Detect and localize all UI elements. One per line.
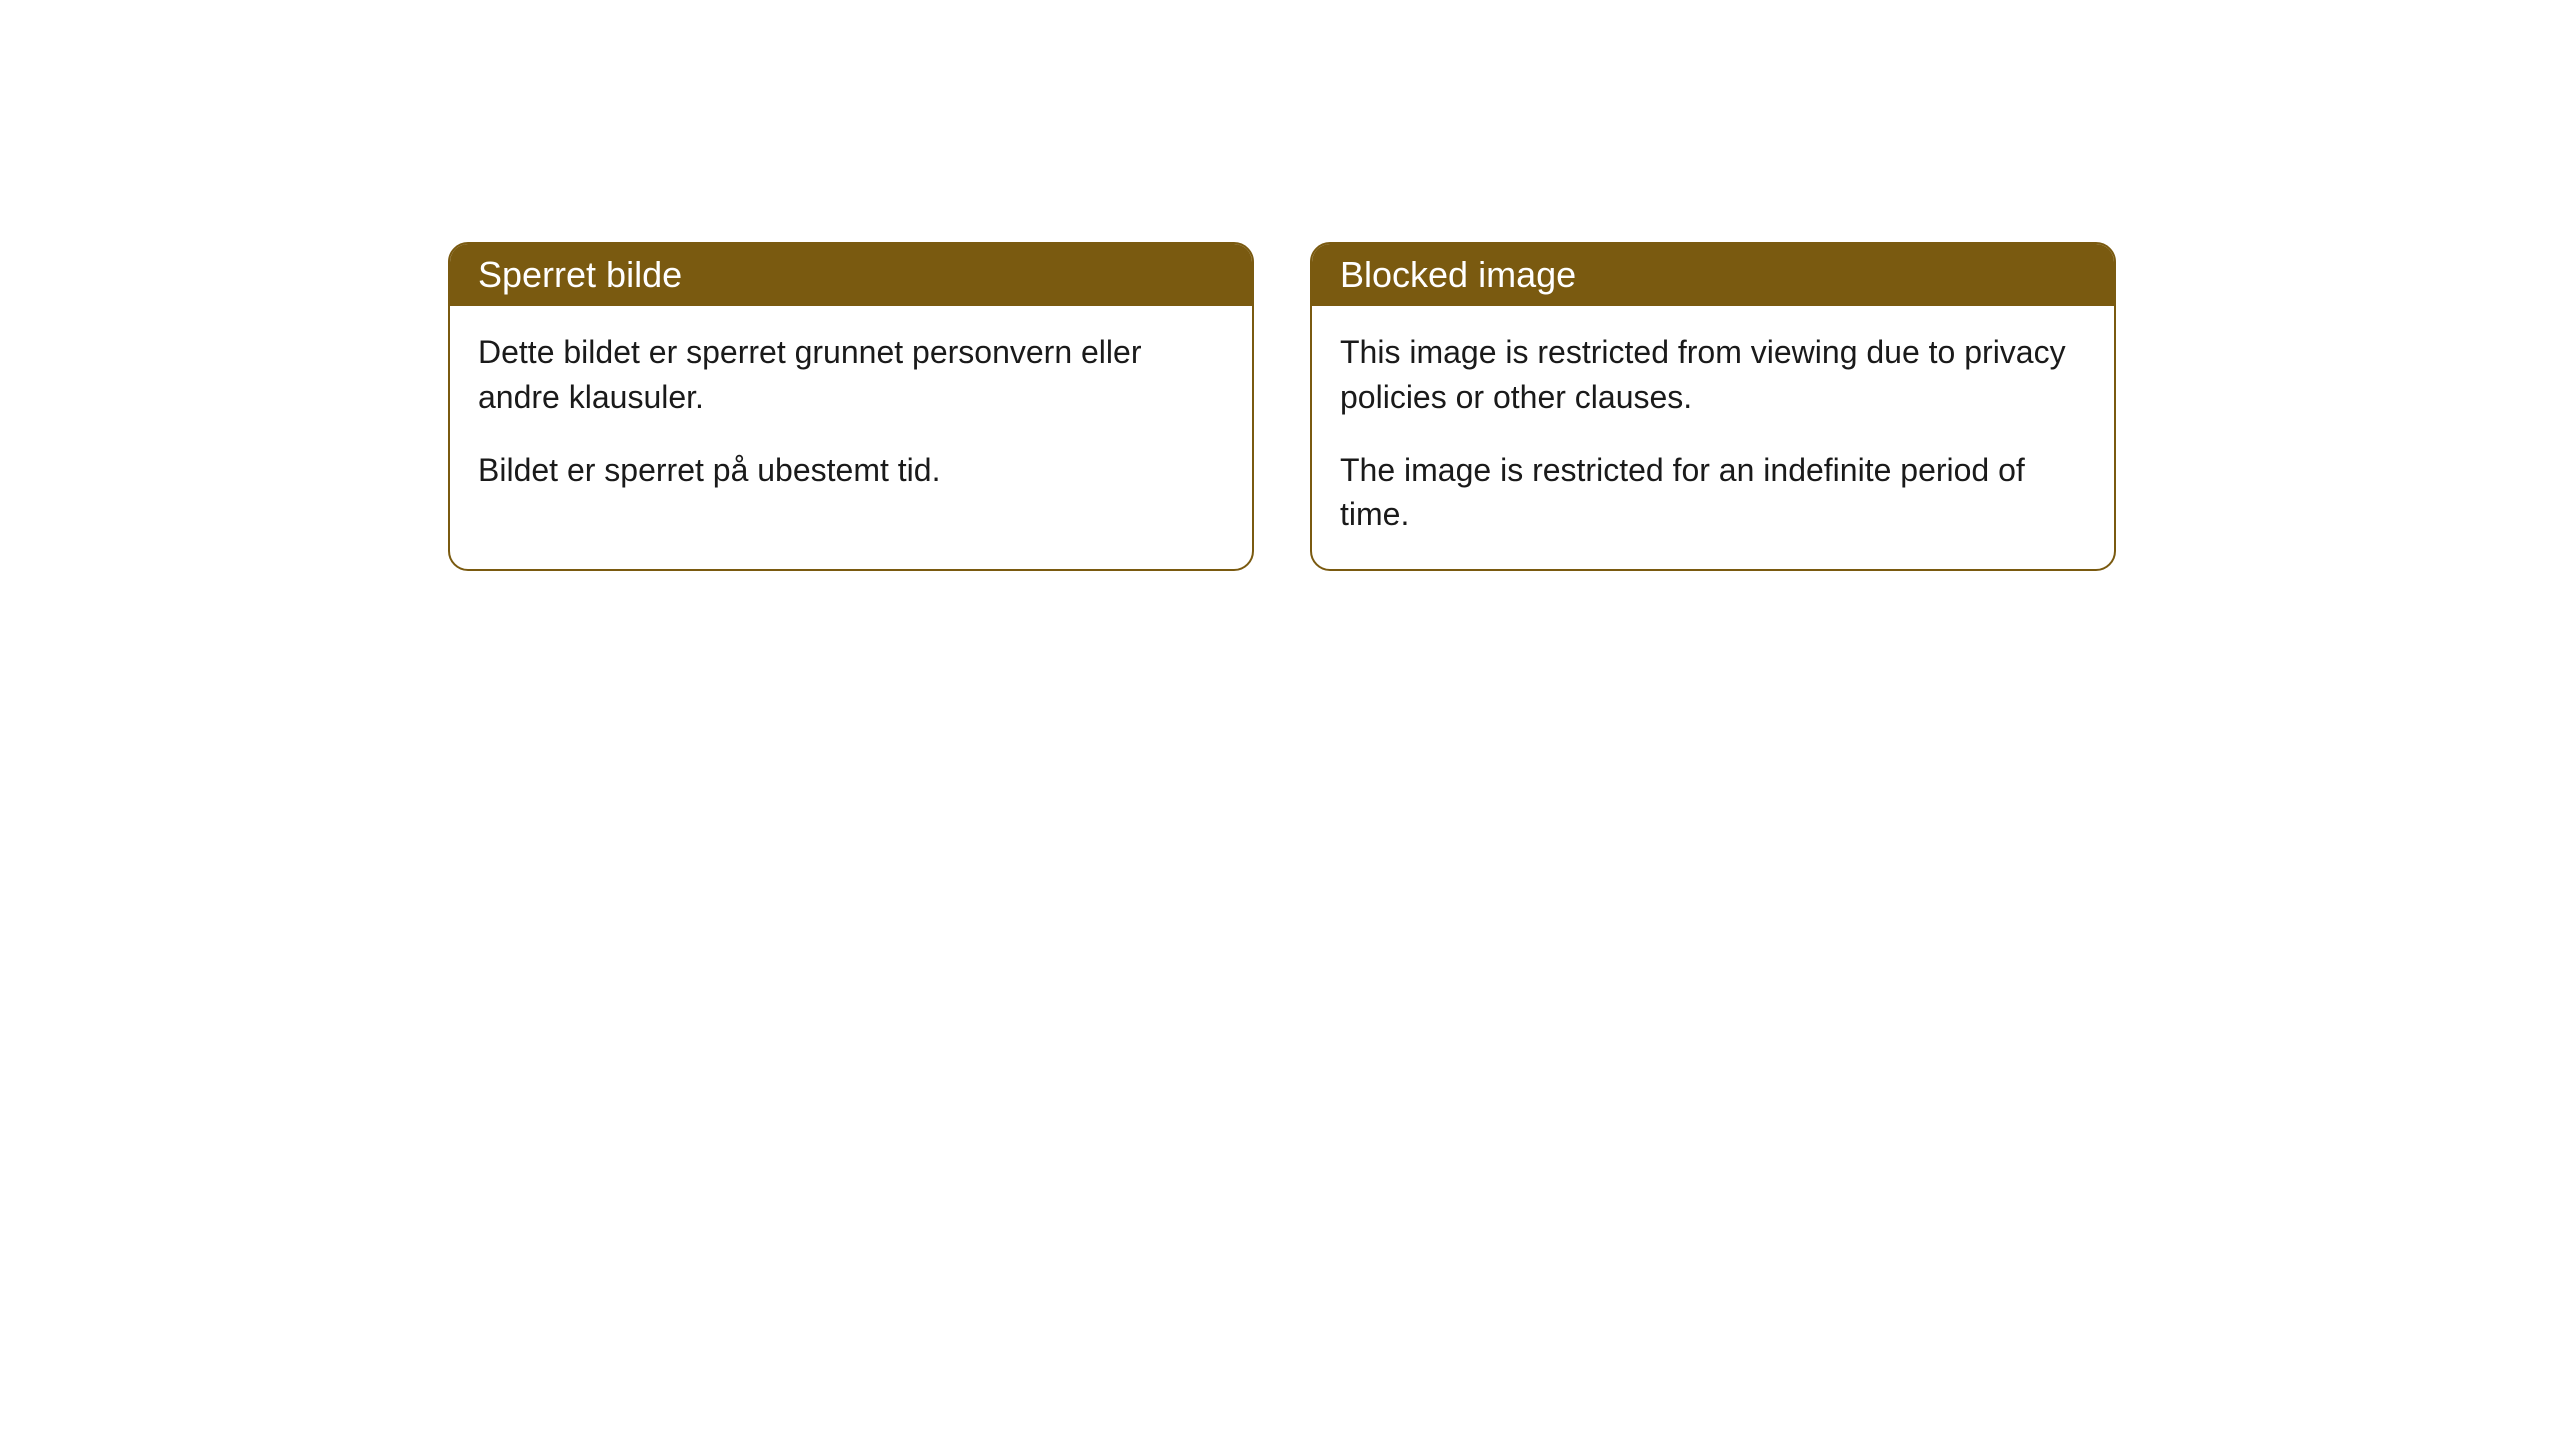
card-paragraph: This image is restricted from viewing du…	[1340, 330, 2086, 420]
card-paragraph: Dette bildet er sperret grunnet personve…	[478, 330, 1224, 420]
notice-card-english: Blocked image This image is restricted f…	[1310, 242, 2116, 571]
card-title: Sperret bilde	[478, 254, 682, 295]
card-body: Dette bildet er sperret grunnet personve…	[450, 306, 1252, 524]
notice-cards-container: Sperret bilde Dette bildet er sperret gr…	[448, 242, 2116, 571]
card-header: Blocked image	[1312, 244, 2114, 306]
notice-card-norwegian: Sperret bilde Dette bildet er sperret gr…	[448, 242, 1254, 571]
card-paragraph: The image is restricted for an indefinit…	[1340, 448, 2086, 538]
card-body: This image is restricted from viewing du…	[1312, 306, 2114, 569]
card-title: Blocked image	[1340, 254, 1576, 295]
card-header: Sperret bilde	[450, 244, 1252, 306]
card-paragraph: Bildet er sperret på ubestemt tid.	[478, 448, 1224, 493]
